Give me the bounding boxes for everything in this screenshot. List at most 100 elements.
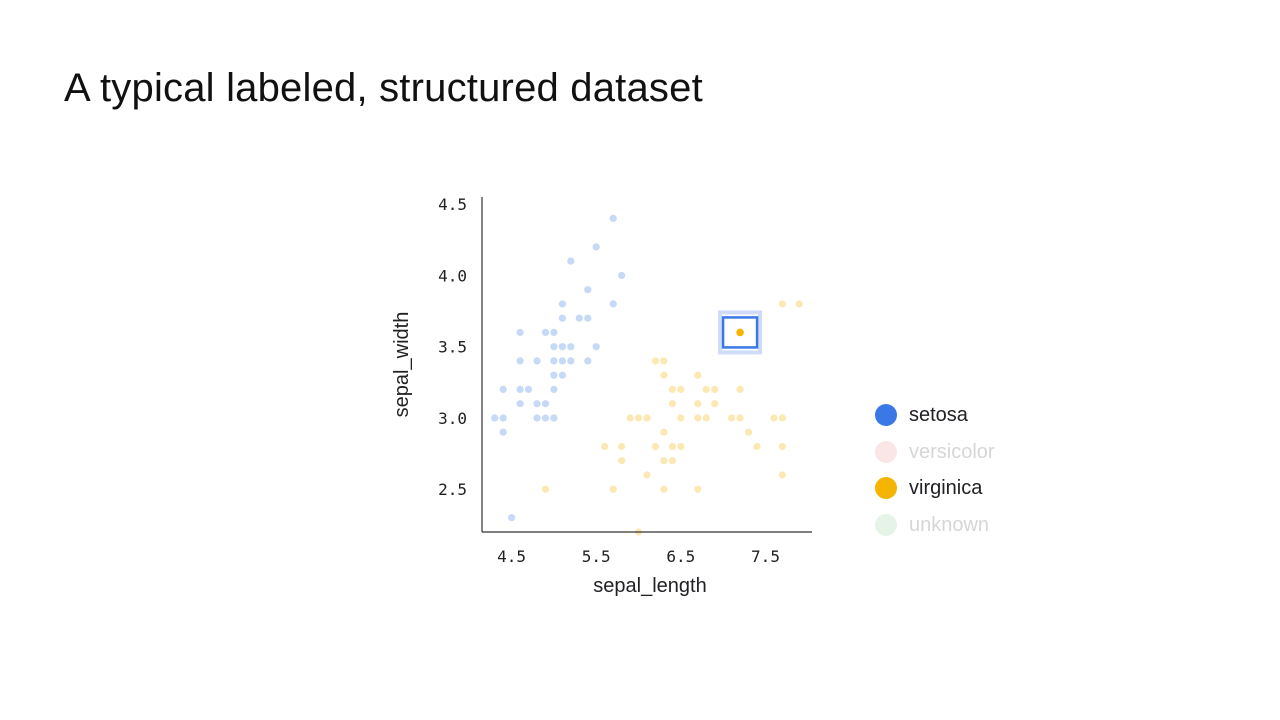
setosa-point bbox=[558, 314, 567, 322]
legend-item-unknown[interactable]: unknown bbox=[874, 512, 1074, 549]
virginica-point bbox=[643, 471, 651, 479]
y-tick-label: 4.5 bbox=[438, 195, 467, 214]
setosa-point bbox=[575, 314, 583, 322]
setosa-point bbox=[558, 357, 567, 365]
virginica-point bbox=[694, 414, 702, 422]
y-tick-label: 3.5 bbox=[438, 338, 467, 357]
legend-item-setosa[interactable]: setosa bbox=[874, 402, 1074, 439]
highlight-layer bbox=[718, 310, 763, 355]
virginica-point bbox=[778, 300, 787, 308]
setosa-point bbox=[584, 357, 592, 365]
virginica-point bbox=[677, 414, 685, 422]
virginica-point bbox=[668, 400, 677, 408]
setosa-point bbox=[516, 328, 524, 336]
legend-item-versicolor[interactable]: versicolor bbox=[874, 439, 1074, 476]
setosa-point bbox=[516, 357, 524, 365]
y-tick-labels: 2.5 3.0 3.5 4.0 4.5 bbox=[438, 195, 467, 499]
virginica-point bbox=[736, 385, 744, 393]
setosa-point bbox=[516, 385, 524, 393]
setosa-point bbox=[533, 400, 541, 408]
setosa-point bbox=[592, 343, 600, 351]
virginica-point bbox=[618, 457, 626, 465]
y-tick-label: 3.0 bbox=[438, 409, 467, 428]
legend-label: unknown bbox=[909, 514, 990, 537]
setosa-point bbox=[609, 300, 617, 308]
virginica-point bbox=[668, 457, 677, 465]
setosa-point bbox=[584, 314, 592, 322]
virginica-point bbox=[668, 385, 677, 393]
x-tick-label: 5.5 bbox=[582, 547, 611, 566]
legend-label: virginica bbox=[909, 477, 983, 500]
virginica-point bbox=[677, 442, 685, 451]
legend-label: versicolor bbox=[909, 440, 995, 463]
virginica-point bbox=[711, 385, 719, 393]
setosa-point bbox=[609, 214, 617, 222]
setosa-point bbox=[584, 286, 592, 294]
virginica-point bbox=[736, 414, 744, 422]
setosa-point bbox=[499, 428, 507, 436]
points-layer bbox=[491, 214, 803, 536]
setosa-point bbox=[567, 343, 575, 351]
setosa-point bbox=[558, 371, 567, 379]
virginica-point bbox=[643, 414, 651, 422]
virginica-point bbox=[601, 442, 609, 451]
setosa-point bbox=[508, 514, 516, 522]
y-axis-title: sepal_width bbox=[391, 312, 413, 418]
virginica-point bbox=[702, 414, 710, 422]
y-tick-label: 2.5 bbox=[438, 480, 467, 499]
setosa-point bbox=[567, 357, 575, 365]
setosa-point bbox=[550, 414, 558, 422]
virginica-point bbox=[778, 414, 787, 422]
virginica-point bbox=[753, 442, 761, 451]
virginica-point bbox=[694, 400, 702, 408]
virginica-point bbox=[770, 414, 778, 422]
setosa-point bbox=[533, 357, 541, 365]
setosa-point bbox=[550, 357, 558, 365]
virginica-point bbox=[618, 442, 626, 451]
virginica-point bbox=[711, 400, 719, 408]
setosa-point bbox=[550, 328, 558, 336]
x-axis-title: sepal_length bbox=[593, 575, 706, 597]
x-tick-label: 7.5 bbox=[751, 547, 780, 566]
virginica-point bbox=[694, 371, 702, 379]
virginica-point bbox=[744, 428, 753, 436]
virginica-point bbox=[660, 428, 668, 436]
virginica-point bbox=[634, 414, 643, 422]
setosa-point bbox=[541, 328, 550, 336]
highlighted-virginica-point bbox=[736, 328, 744, 337]
unknown-swatch-icon bbox=[875, 514, 897, 537]
virginica-point bbox=[795, 300, 803, 308]
virginica-point bbox=[694, 485, 702, 493]
virginica-point bbox=[651, 442, 660, 451]
virginica-point bbox=[626, 414, 634, 422]
virginica-point bbox=[541, 485, 550, 493]
setosa-point bbox=[558, 343, 567, 351]
setosa-swatch-icon bbox=[875, 404, 897, 426]
virginica-swatch-icon bbox=[875, 477, 897, 500]
virginica-point bbox=[660, 357, 668, 365]
legend-item-virginica[interactable]: virginica bbox=[874, 475, 1074, 512]
virginica-point bbox=[660, 371, 668, 379]
x-tick-label: 4.5 bbox=[497, 547, 526, 566]
virginica-point bbox=[778, 471, 787, 479]
virginica-point bbox=[677, 385, 685, 393]
setosa-point bbox=[550, 385, 558, 393]
virginica-point bbox=[702, 385, 710, 393]
setosa-point bbox=[550, 343, 558, 351]
setosa-point bbox=[567, 257, 575, 265]
setosa-point bbox=[499, 385, 507, 393]
setosa-point bbox=[499, 414, 507, 422]
slide-title: A typical labeled, structured dataset bbox=[64, 66, 703, 110]
setosa-point bbox=[618, 271, 626, 279]
versicolor-swatch-icon bbox=[875, 440, 897, 463]
virginica-point bbox=[668, 442, 677, 451]
virginica-point bbox=[778, 442, 787, 451]
virginica-point bbox=[660, 485, 668, 493]
x-tick-labels: 4.5 5.5 6.5 7.5 bbox=[497, 547, 780, 566]
y-tick-label: 4.0 bbox=[438, 266, 467, 285]
setosa-point bbox=[524, 385, 533, 393]
virginica-point bbox=[651, 357, 660, 365]
setosa-point bbox=[516, 400, 524, 408]
highlight-halo bbox=[718, 310, 763, 355]
